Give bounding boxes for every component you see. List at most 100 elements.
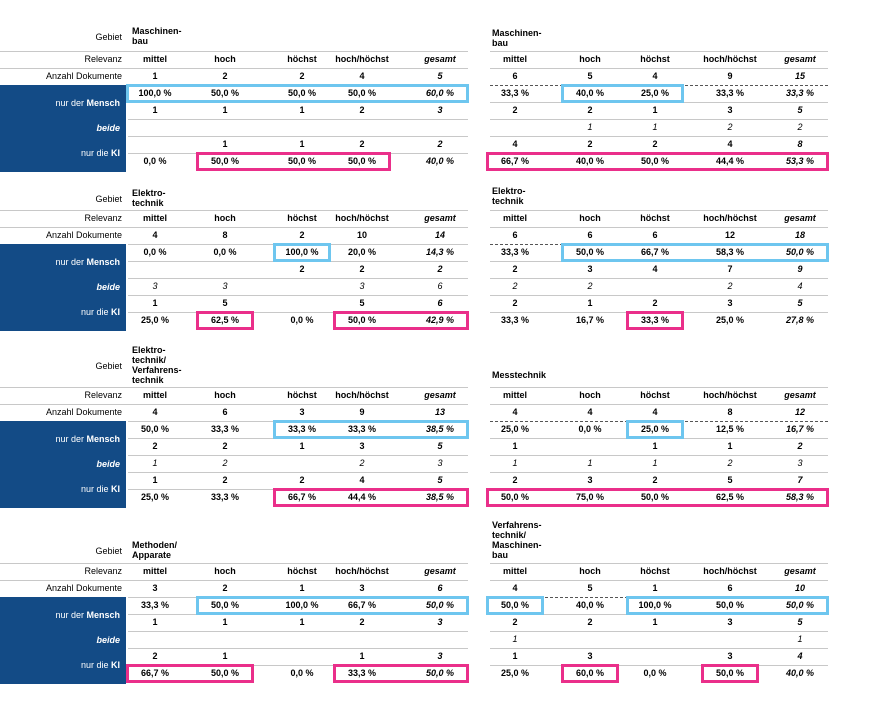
ki-label: nur die KI	[80, 307, 120, 317]
data-cell: 1	[299, 441, 305, 451]
divider	[128, 665, 468, 666]
mensch-label: nur der Mensch	[55, 257, 120, 267]
column-header: mittel	[142, 213, 167, 223]
column-header: gesamt	[784, 213, 816, 223]
data-cell: 3	[222, 281, 228, 291]
column-header: mittel	[142, 54, 167, 64]
panel-title: Messtechnik	[492, 370, 547, 380]
highlight-box-blue	[273, 420, 469, 439]
panel-title: Elektro- technik	[132, 188, 166, 208]
column-header: höchst	[287, 566, 317, 576]
divider	[0, 68, 468, 69]
data-cell: 1	[512, 651, 518, 661]
highlight-box-pink	[626, 311, 684, 330]
divider	[128, 119, 468, 120]
data-cell: 40,0 %	[425, 156, 455, 166]
data-cell: 33,3 %	[500, 88, 530, 98]
highlight-box-pink	[126, 664, 254, 683]
column-header: höchst	[287, 54, 317, 64]
mensch-label: nur der Mensch	[55, 610, 120, 620]
data-cell: 25,0 %	[140, 315, 170, 325]
data-cell: 2	[512, 281, 518, 291]
data-cell: 3	[437, 105, 443, 115]
divider	[490, 68, 828, 69]
data-cell: 3	[727, 298, 733, 308]
data-cell: 25,0 %	[715, 315, 745, 325]
data-cell: 2	[359, 617, 365, 627]
data-cell: 33,3 %	[210, 492, 240, 502]
relevanz-label: Relevanz	[84, 213, 122, 223]
highlight-box-blue	[626, 596, 829, 615]
column-header: mittel	[502, 54, 527, 64]
column-header: hoch	[579, 213, 601, 223]
anzahl-label: Anzahl Dokumente	[45, 71, 122, 81]
highlight-box-pink	[486, 152, 829, 171]
anzahl-cell: 4	[652, 407, 658, 417]
anzahl-cell: 5	[587, 71, 593, 81]
divider	[128, 278, 468, 279]
anzahl-cell: 6	[222, 407, 228, 417]
anzahl-cell: 6	[512, 230, 518, 240]
data-cell: 3	[797, 458, 803, 468]
highlight-box-pink	[196, 152, 391, 171]
anzahl-cell: 5	[587, 583, 593, 593]
anzahl-cell: 2	[299, 230, 305, 240]
data-cell: 25,0 %	[500, 668, 530, 678]
data-cell: 62,5 %	[210, 315, 240, 325]
column-header: höchst	[287, 390, 317, 400]
data-cell: 3	[359, 281, 365, 291]
column-header: hoch	[214, 390, 236, 400]
relevanz-label: Relevanz	[84, 54, 122, 64]
highlight-box-blue	[561, 84, 684, 103]
data-cell: 2	[512, 298, 518, 308]
data-cell: 50,0 %	[715, 600, 745, 610]
data-cell: 100,0 %	[285, 247, 319, 257]
data-cell: 100,0 %	[138, 88, 172, 98]
highlight-box-blue	[126, 84, 469, 103]
data-cell: 4	[797, 281, 803, 291]
divider	[490, 580, 828, 581]
column-header: mittel	[502, 213, 527, 223]
anzahl-cell: 6	[437, 583, 443, 593]
divider	[128, 312, 468, 313]
ki-label: nur die KI	[80, 660, 120, 670]
data-cell: 3	[587, 475, 593, 485]
data-cell: 2	[512, 617, 518, 627]
data-cell: 1	[359, 651, 365, 661]
anzahl-label: Anzahl Dokumente	[45, 583, 122, 593]
data-cell: 6	[437, 281, 443, 291]
data-cell: 7	[727, 264, 733, 274]
column-header: höchst	[640, 54, 670, 64]
data-cell: 3	[437, 458, 443, 468]
relevanz-label: Relevanz	[84, 390, 122, 400]
column-header: gesamt	[784, 566, 816, 576]
beide-label: beide	[96, 282, 120, 292]
data-cell: 3	[727, 105, 733, 115]
highlight-box-blue	[626, 420, 684, 439]
data-cell: 3	[727, 651, 733, 661]
data-cell: 1	[299, 617, 305, 627]
data-cell: 2	[587, 139, 593, 149]
data-cell: 1	[222, 139, 228, 149]
anzahl-cell: 15	[794, 71, 805, 81]
anzahl-cell: 4	[652, 71, 658, 81]
data-cell: 16,7 %	[785, 424, 815, 434]
row-label-sidebar: nur der Mensch beide nur die KI	[0, 421, 126, 508]
data-cell: 20,0 %	[347, 247, 377, 257]
column-header: hoch/höchst	[703, 390, 757, 400]
data-cell: 3	[437, 651, 443, 661]
data-cell: 1	[652, 105, 658, 115]
panel-title: Methoden/ Apparate	[132, 540, 177, 560]
divider	[128, 631, 468, 632]
data-cell: 42,9 %	[425, 315, 455, 325]
data-cell: 1	[222, 105, 228, 115]
data-cell: 1	[152, 105, 158, 115]
data-cell: 1	[587, 298, 593, 308]
column-header: hoch/höchst	[703, 54, 757, 64]
highlight-box-pink	[196, 311, 254, 330]
anzahl-cell: 9	[727, 71, 733, 81]
panel-title: Elektro- technik/ Verfahrens- technik	[132, 345, 182, 385]
beide-label: beide	[96, 123, 120, 133]
divider	[490, 119, 828, 120]
anzahl-cell: 6	[512, 71, 518, 81]
